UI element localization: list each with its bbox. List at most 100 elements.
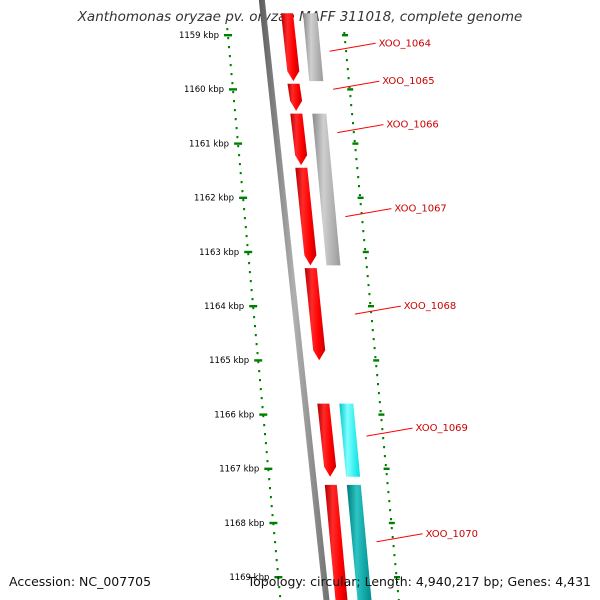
gene-label-leader — [333, 80, 380, 90]
outer-scale-dot — [390, 518, 392, 521]
gene-labels-layer: XOO_1064 XOO_1065 XOO_1066 XOO_1067 XOO_1068… — [329, 38, 478, 543]
scale-tick-label: 1166 kbp — [214, 410, 254, 420]
outer-scale-dot — [377, 392, 380, 395]
scale-dot — [276, 568, 279, 571]
outer-scale-tick — [394, 576, 400, 579]
scale-dot — [259, 388, 262, 391]
outer-scale-dot — [392, 545, 395, 548]
scale-tick — [264, 467, 273, 470]
scale-dot — [259, 379, 261, 382]
outer-scale-dot — [386, 482, 389, 485]
scale-dot — [242, 199, 245, 202]
outer-scale-dot — [378, 401, 381, 404]
outer-scale-tick — [383, 467, 390, 470]
gene-label-leader — [376, 533, 423, 543]
outer-scale-dot — [348, 86, 351, 89]
outer-scale-dot — [345, 50, 348, 53]
outer-scale-dot — [383, 446, 386, 449]
accession-text: Accession: NC_007705 — [9, 574, 152, 589]
outer-scale-dot — [358, 194, 361, 197]
scale-dot — [261, 406, 264, 409]
outer-scale-dot — [364, 248, 367, 251]
gene-feature-forward-7 — [324, 484, 348, 600]
scale-dot — [226, 28, 229, 31]
outer-scale-dot — [389, 509, 392, 512]
scale-dot — [271, 514, 274, 517]
scale-dot — [264, 433, 266, 436]
outer-scale-dot — [365, 266, 368, 269]
outer-scale-dot — [396, 590, 399, 593]
gene-label: XOO_1065 — [382, 76, 434, 87]
scale-tick — [249, 305, 258, 308]
scale-dot — [263, 424, 266, 427]
scale-dot — [244, 226, 247, 229]
outer-scale-dot — [363, 239, 366, 242]
gene-label: XOO_1066 — [386, 120, 438, 131]
scale-tick-label: 1162 kbp — [194, 194, 234, 204]
scale-dot — [241, 190, 244, 193]
scale-dot — [246, 244, 249, 247]
scale-dot — [267, 469, 270, 472]
outer-scale-dot — [387, 491, 390, 494]
gene-feature-second-11 — [346, 484, 372, 600]
scale-tick-label: 1168 kbp — [224, 519, 264, 529]
scale-dot — [232, 91, 235, 94]
outer-scale-dot — [358, 185, 360, 188]
outer-scale-tick — [362, 250, 369, 254]
scale-dot — [278, 586, 281, 589]
outer-scale-dot — [379, 410, 382, 413]
outer-scale-dot — [377, 383, 379, 386]
scale-dot — [253, 316, 256, 319]
scale-tick-label: 1167 kbp — [219, 465, 259, 475]
scale-dot — [269, 487, 271, 490]
genome-title: Xanthomonas oryzae pv. oryzae MAFF 31101… — [77, 9, 523, 25]
outer-scale-dot — [394, 563, 397, 566]
scale-dot — [250, 289, 253, 292]
sequence-backbone — [258, 0, 330, 600]
scale-dot — [229, 64, 232, 67]
scale-dots-layer — [226, 28, 400, 600]
scale-dot — [252, 307, 255, 310]
gene-label-leader — [337, 124, 384, 134]
outer-scale-dot — [371, 329, 374, 332]
scale-tick-label: 1165 kbp — [209, 356, 249, 366]
scale-dot — [249, 280, 252, 283]
gene-feature-second-8 — [303, 13, 324, 82]
scale-dot — [243, 208, 246, 211]
scale-dot — [254, 334, 257, 337]
scale-dot — [238, 154, 241, 157]
scale-tick — [239, 196, 248, 199]
outer-scale-dot — [388, 500, 391, 503]
backbone-layer — [258, 0, 330, 600]
scale-ticks-layer: 1159 kbp 1160 kbp 1161 kbp 1162 kbp 1163 kbp… — [179, 31, 400, 583]
gene-feature-forward-6 — [317, 403, 337, 477]
outer-scale-dot — [384, 464, 387, 467]
scale-dot — [248, 271, 251, 274]
scale-dot — [231, 82, 234, 85]
scale-tick-label: 1159 kbp — [179, 31, 219, 41]
gene-feature-forward-4 — [295, 167, 317, 266]
scale-dot — [245, 235, 248, 238]
scale-dot — [264, 442, 267, 445]
scale-dot — [258, 370, 261, 373]
scale-tick — [274, 576, 283, 579]
scale-dot — [273, 532, 276, 535]
outer-scale-dot — [370, 311, 373, 314]
scale-dot — [247, 253, 250, 256]
scale-dot — [234, 118, 237, 121]
outer-scale-dot — [369, 302, 372, 305]
scale-tick-label: 1169 kbp — [229, 573, 269, 583]
outer-scale-dot — [350, 104, 353, 107]
outer-scale-dot — [364, 257, 367, 260]
outer-scale-dot — [362, 230, 365, 233]
outer-scale-dot — [351, 113, 354, 116]
scale-tick-label: 1163 kbp — [199, 248, 239, 258]
scale-dot — [255, 343, 258, 346]
outer-scale-dot — [356, 167, 359, 170]
outer-scale-dot — [353, 140, 356, 143]
outer-scale-dot — [345, 59, 348, 62]
gene-feature-forward-5 — [304, 268, 326, 361]
scale-tick — [224, 34, 232, 37]
scale-tick — [259, 413, 268, 416]
gene-feature-second-9 — [312, 113, 341, 266]
